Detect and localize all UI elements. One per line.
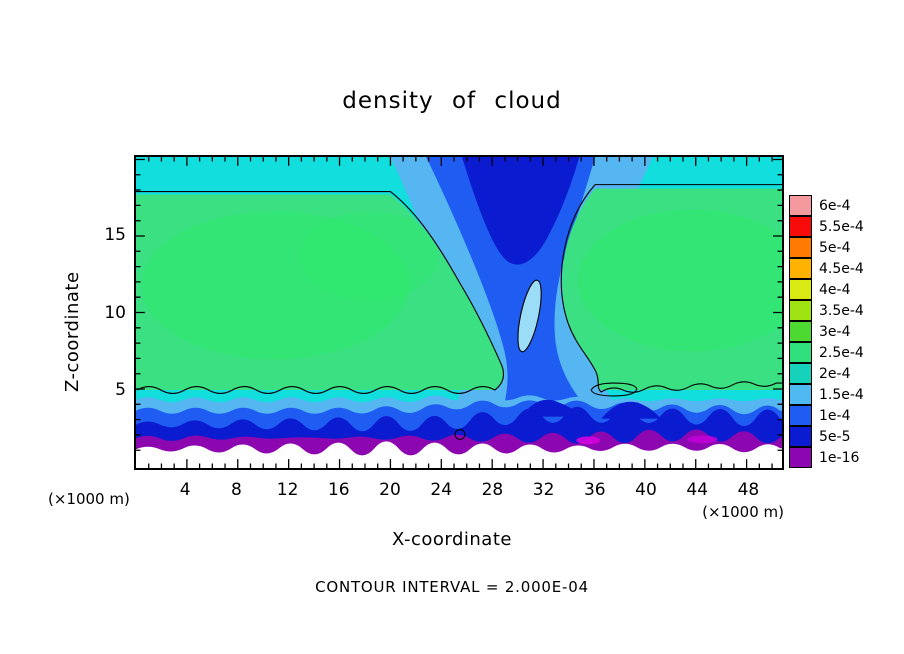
- colorbar-entry: 1e-4: [789, 405, 864, 426]
- dark-bump-right: [601, 401, 661, 419]
- density-field: [136, 157, 782, 468]
- colorbar-entry: 6e-4: [789, 195, 864, 216]
- magenta-spot-2: [687, 435, 718, 444]
- colorbar-label: 1.5e-4: [819, 386, 864, 403]
- x-axis-label: X-coordinate: [392, 529, 512, 550]
- tick-marks: [136, 157, 782, 468]
- x-tick-label: 8: [230, 480, 242, 500]
- colorbar-entry: 5.5e-4: [789, 216, 864, 237]
- contour-interval-note: CONTOUR INTERVAL = 2.000E-04: [315, 578, 589, 596]
- colorbar-label: 5.5e-4: [819, 218, 864, 235]
- colorbar-label: 2e-4: [819, 365, 851, 382]
- colorbar-swatch: [789, 195, 812, 216]
- colorbar-entry: 4.5e-4: [789, 258, 864, 279]
- colorbar-swatch: [789, 342, 812, 363]
- colorbar-entry: 1e-16: [789, 447, 864, 468]
- colorbar-entry: 1.5e-4: [789, 384, 864, 405]
- z-tick-label: 5: [115, 380, 126, 400]
- lobe-left-bright-patch: [140, 211, 410, 360]
- contour-ellipse-slot: [517, 279, 542, 353]
- x-tick-label: 24: [430, 480, 453, 500]
- z-tick-label: 10: [104, 302, 126, 323]
- colorbar-entry: 2.5e-4: [789, 342, 864, 363]
- colorbar-label: 3e-4: [819, 323, 851, 340]
- x-unit-label-left: (×1000 m): [48, 490, 130, 508]
- x-tick-label: 4: [179, 480, 191, 500]
- colorbar-entry: 5e-5: [789, 426, 864, 447]
- contour-left-lobe: [136, 191, 504, 395]
- colorbar-swatch: [789, 279, 812, 300]
- x-tick-label: 40: [635, 480, 657, 500]
- colorbar-swatch: [789, 363, 812, 384]
- colorbar-label: 4.5e-4: [819, 260, 864, 277]
- colorbar-swatch: [789, 321, 812, 342]
- colorbar-label: 3.5e-4: [819, 302, 864, 319]
- colorbar-swatch: [789, 237, 812, 258]
- colorbar-entry: 3e-4: [789, 321, 864, 342]
- x-tick-label: 28: [481, 480, 504, 500]
- x-tick-label: 32: [532, 480, 555, 500]
- x-tick-label: 12: [276, 480, 299, 500]
- contour-tiny-ring: [454, 429, 466, 440]
- colorbar-label: 5e-5: [819, 428, 851, 445]
- colorbar-swatch: [789, 447, 812, 468]
- contour-small-loop: [590, 382, 638, 397]
- x-tick-label: 48: [737, 480, 760, 500]
- chart-title: density of cloud: [342, 88, 562, 114]
- magenta-spot-1: [576, 436, 601, 445]
- colorbar-swatch: [789, 300, 812, 321]
- colorbar-rows: 6e-4 5.5e-4 5e-4 4.5e-4 4e-4 3.5e-4 3e-4 2.5e-4…: [789, 195, 864, 468]
- lobe-right-bright-patch: [578, 209, 782, 352]
- colorbar-entry: 5e-4: [789, 237, 864, 258]
- colorbar-entry: 4e-4: [789, 279, 864, 300]
- tick-marks-layer: [136, 157, 782, 468]
- colorbar-swatch: [789, 384, 812, 405]
- contour-right-lobe: [560, 184, 782, 393]
- colorbar-entry: 3.5e-4: [789, 300, 864, 321]
- colorbar-label: 6e-4: [819, 197, 851, 214]
- x-unit-label-right: (×1000 m): [702, 503, 784, 521]
- x-tick-label: 36: [583, 480, 606, 500]
- cloud-free-region: [136, 441, 782, 468]
- colorbar-label: 1e-16: [819, 449, 860, 466]
- lobe-left-bright-patch2: [299, 211, 440, 301]
- colorbar-swatch: [789, 258, 812, 279]
- colorbar-label: 1e-4: [819, 407, 851, 424]
- z-tick-label: 15: [104, 224, 126, 245]
- x-tick-label: 16: [327, 480, 350, 500]
- colorbar-swatch: [789, 426, 812, 447]
- colorbar: 6e-4 5.5e-4 5e-4 4.5e-4 4e-4 3.5e-4 3e-4 2.5e-4…: [789, 195, 864, 468]
- colorbar-swatch: [789, 216, 812, 237]
- cloud-lobe-right: [562, 188, 782, 391]
- colorbar-label: 5e-4: [819, 239, 851, 256]
- colorbar-label: 2.5e-4: [819, 344, 864, 361]
- x-tick-label: 20: [379, 480, 401, 500]
- slot-dark-core: [461, 157, 580, 265]
- dark-bump-center: [521, 399, 584, 417]
- x-tick-label: 44: [686, 480, 709, 500]
- plot-area: [134, 155, 784, 470]
- colorbar-swatch: [789, 405, 812, 426]
- colorbar-entry: 2e-4: [789, 363, 864, 384]
- colorbar-label: 4e-4: [819, 281, 851, 298]
